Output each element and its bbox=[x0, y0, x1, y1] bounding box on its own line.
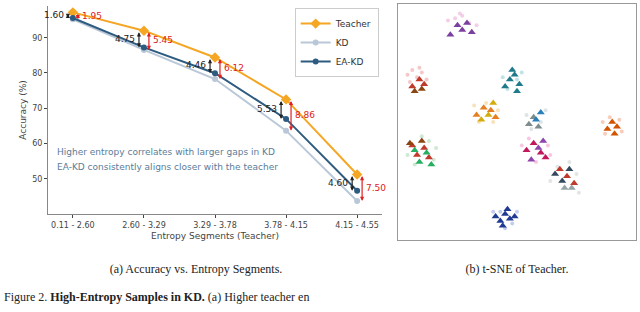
svg-text:5.45: 5.45 bbox=[153, 35, 173, 45]
svg-text:90: 90 bbox=[32, 34, 42, 43]
svg-text:50: 50 bbox=[32, 175, 42, 184]
svg-text:1.60: 1.60 bbox=[44, 10, 64, 20]
svg-text:0.11 - 2.60: 0.11 - 2.60 bbox=[51, 221, 95, 230]
svg-text:4.15 - 4.55: 4.15 - 4.55 bbox=[335, 221, 379, 230]
svg-text:Accuracy (%): Accuracy (%) bbox=[18, 80, 28, 140]
svg-text:5.53: 5.53 bbox=[257, 104, 277, 114]
svg-text:80: 80 bbox=[32, 69, 42, 78]
html-text:Figure 2. High-Entropy Samples: Figure 2. High-Entropy Samples in KD. (a… bbox=[4, 290, 310, 304]
svg-text:7.50: 7.50 bbox=[366, 183, 386, 193]
html-text:(a) Accuracy vs. Entropy Segme: (a) Accuracy vs. Entropy Segments. bbox=[109, 262, 283, 276]
svg-text:3.78 - 4.15: 3.78 - 4.15 bbox=[264, 221, 308, 230]
svg-text:KD: KD bbox=[336, 38, 349, 48]
svg-text:4.46: 4.46 bbox=[186, 60, 206, 70]
svg-text:1.95: 1.95 bbox=[82, 11, 102, 21]
svg-text:4.75: 4.75 bbox=[115, 34, 135, 44]
svg-text:Teacher: Teacher bbox=[335, 19, 371, 29]
svg-text:3.29 - 3.78: 3.29 - 3.78 bbox=[193, 221, 237, 230]
svg-text:EA-KD: EA-KD bbox=[336, 57, 364, 67]
svg-text:4.60: 4.60 bbox=[328, 178, 348, 188]
svg-text:6.12: 6.12 bbox=[224, 63, 244, 73]
svg-text:EA-KD consistently aligns clos: EA-KD consistently aligns closer with th… bbox=[57, 162, 278, 172]
svg-text:2.60 - 3.29: 2.60 - 3.29 bbox=[122, 221, 166, 230]
svg-text:70: 70 bbox=[32, 104, 42, 113]
svg-text:8.86: 8.86 bbox=[295, 110, 315, 120]
html-text:(b) t-SNE of Teacher.: (b) t-SNE of Teacher. bbox=[465, 262, 569, 276]
svg-text:Entropy Segments (Teacher): Entropy Segments (Teacher) bbox=[151, 231, 279, 241]
svg-text:Higher entropy correlates with: Higher entropy correlates with larger ga… bbox=[57, 147, 275, 157]
svg-text:60: 60 bbox=[32, 139, 42, 148]
